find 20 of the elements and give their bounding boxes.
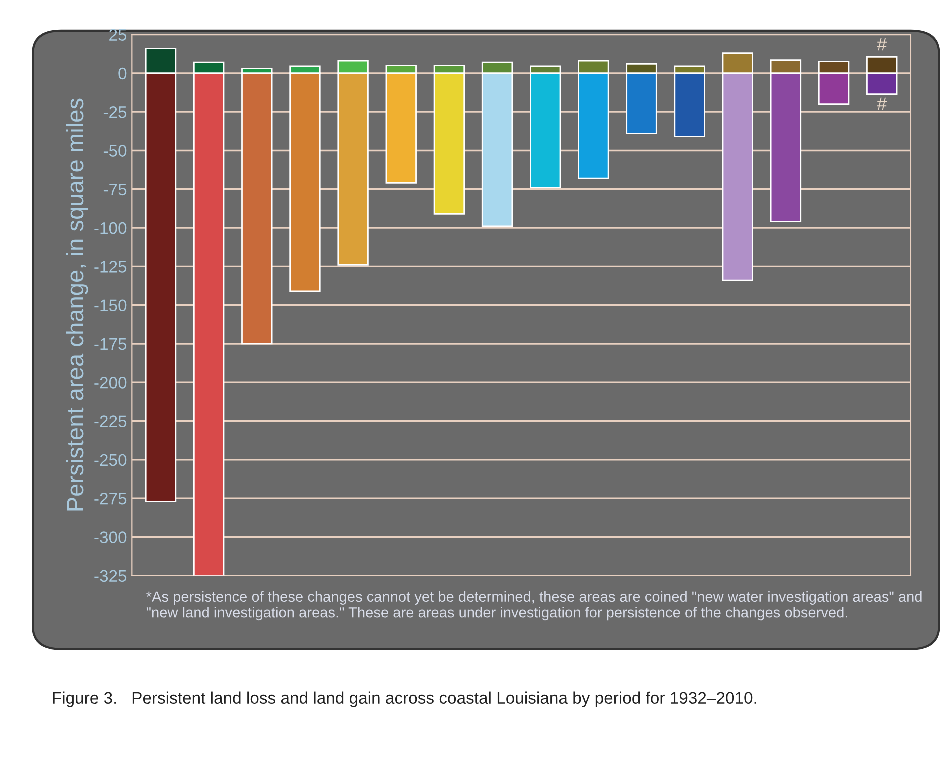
data-label: # (877, 38, 888, 51)
y-tick-label: -75 (104, 184, 127, 196)
y-tick-label: -175 (94, 338, 127, 350)
data-label: # (877, 98, 888, 110)
y-tick-label: -150 (94, 300, 127, 312)
y-tick-label: -325 (94, 570, 127, 582)
y-tick-label: -125 (94, 261, 127, 273)
y-axis-title: Persistent area change, in square miles (66, 98, 88, 511)
y-tick-label: -50 (104, 145, 127, 157)
y-tick-label: 25 (110, 29, 127, 41)
y-tick-label: -25 (104, 106, 127, 118)
y-tick-label: -200 (94, 377, 127, 389)
y-tick-label: -100 (94, 222, 127, 234)
y-tick-label: 0 (118, 68, 127, 80)
text: *As persistence of these changes cannot yet be determined, these areas are coined "new water investigation areas" and "new land investigation areas." These are areas under investigation for persistence of the changes observed. (146, 591, 922, 621)
y-tick-label: -250 (94, 454, 127, 466)
y-tick-label: -300 (94, 532, 127, 544)
y-tick-label: -275 (94, 492, 127, 505)
y-tick-label: -225 (94, 416, 127, 428)
text: Figure 3. Persistent land loss and land gain across coastal Louisiana by period for 1932–2010. (53, 692, 756, 708)
